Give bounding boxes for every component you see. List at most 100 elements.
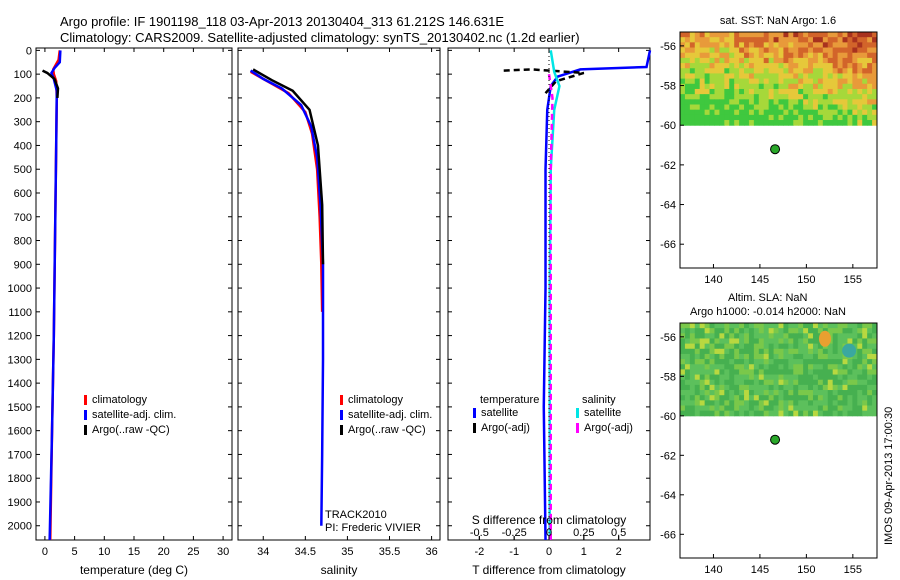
legend-swatch-climatology (340, 395, 343, 405)
series-line-climatology (250, 70, 324, 312)
x-tick-label: 30 (217, 546, 229, 558)
depth-tick-label: 800 (14, 236, 32, 248)
sdiff-axis-label: S difference from climatology (472, 513, 627, 527)
depth-tick-label: 700 (14, 212, 32, 224)
depth-tick-label: 400 (14, 140, 32, 152)
depth-tick-label: 1200 (8, 331, 32, 343)
timestamp-stamp: IMOS 09-Apr-2013 17:00:30 (883, 407, 895, 545)
map-y-tick-label: -64 (660, 490, 676, 502)
depth-tick-label: 1700 (8, 449, 32, 461)
series-line-satellite-adj-clim- (249, 69, 325, 526)
sla-map-title-line1: Altim. SLA: NaN (728, 292, 808, 304)
series-line-temperature-satellite (542, 50, 652, 541)
depth-tick-label: 1500 (8, 402, 32, 414)
diff-legend-swatch (576, 423, 579, 433)
x-tick-label: 20 (158, 546, 170, 558)
legend-label-satellite: satellite-adj. clim. (92, 409, 176, 421)
depth-tick-label: 1800 (8, 473, 32, 485)
map-y-tick-label: -64 (660, 200, 676, 212)
s-tick-label: 0.5 (611, 527, 626, 539)
map-y-tick-label: -66 (660, 529, 676, 541)
series-line-temperature-argo-adj- (503, 68, 585, 94)
depth-tick-label: 100 (14, 69, 32, 81)
x-tick-label: -2 (474, 546, 484, 558)
map-x-tick-label: 155 (844, 274, 862, 286)
map-y-tick-label: -66 (660, 239, 676, 251)
depth-tick-label: 200 (14, 93, 32, 105)
legend-swatch-argo (84, 425, 87, 435)
sla-anomaly-warm (818, 330, 831, 347)
x-tick-label: 10 (98, 546, 110, 558)
argo-position-marker (770, 144, 781, 155)
s-tick-label: 0 (546, 527, 552, 539)
x-tick-label: 34.5 (295, 546, 316, 558)
argo-position-marker (770, 434, 781, 445)
diff-legend-label: satellite (584, 407, 621, 419)
x-tick-label: 5 (72, 546, 78, 558)
diff-legend-label: satellite (481, 407, 518, 419)
map-y-tick-label: -56 (660, 41, 676, 53)
s-tick-label: 0.25 (573, 527, 594, 539)
legend-swatch-satellite (84, 410, 87, 420)
x-tick-label: 36 (425, 546, 437, 558)
map-x-tick-label: 150 (797, 274, 815, 286)
diff-legend-label: Argo(-adj) (481, 422, 530, 434)
legend-title-temperature: temperature (480, 394, 539, 406)
x-tick-label: 1 (581, 546, 587, 558)
x-axis-label: temperature (deg C) (80, 563, 188, 577)
x-tick-label: 35.5 (379, 546, 400, 558)
depth-tick-label: 1000 (8, 283, 32, 295)
series-line-argo (41, 69, 60, 98)
series-line-argo (252, 68, 325, 265)
depth-tick-label: 300 (14, 117, 32, 129)
x-axis-label: T difference from climatology (472, 563, 626, 577)
pi-annotation: PI: Frederic VIVIER (325, 522, 421, 534)
sla-field (680, 323, 878, 417)
depth-tick-label: 2000 (8, 521, 32, 533)
s-tick-label: -0.5 (470, 527, 489, 539)
legend-label-climatology: climatology (92, 394, 148, 406)
map-frame-1 (679, 31, 878, 269)
legend-label-argo: Argo(..raw -QC) (92, 424, 170, 436)
sla-anomaly-cool (842, 343, 857, 358)
depth-tick-label: 500 (14, 164, 32, 176)
x-tick-label: 0 (42, 546, 48, 558)
map-x-tick-label: 145 (751, 564, 769, 576)
series-line-salinity-argo-adj- (547, 73, 554, 540)
legend-title-salinity: salinity (582, 394, 616, 406)
legend-label-satellite: satellite-adj. clim. (348, 409, 432, 421)
depth-tick-label: 1400 (8, 378, 32, 390)
x-tick-label: 35 (341, 546, 353, 558)
x-tick-label: 0 (546, 546, 552, 558)
map-y-tick-label: -62 (660, 160, 676, 172)
map-y-tick-label: -60 (660, 120, 676, 132)
map-y-tick-label: -58 (660, 81, 676, 93)
map-x-tick-label: 155 (844, 564, 862, 576)
x-tick-label: 15 (128, 546, 140, 558)
depth-tick-label: 1300 (8, 354, 32, 366)
depth-tick-label: 1900 (8, 497, 32, 509)
legend-label-climatology: climatology (348, 394, 404, 406)
chart-title-line2: Climatology: CARS2009. Satellite-adjuste… (60, 30, 580, 45)
legend-swatch-climatology (84, 395, 87, 405)
sst-map-title: sat. SST: NaN Argo: 1.6 (720, 15, 836, 27)
diff-legend-swatch (473, 423, 476, 433)
track-annotation: TRACK2010 (325, 509, 387, 521)
map-y-tick-label: -58 (660, 371, 676, 383)
depth-tick-label: 900 (14, 259, 32, 271)
depth-tick-label: 1600 (8, 426, 32, 438)
map-y-tick-label: -56 (660, 332, 676, 344)
sla-map-title-line2: Argo h1000: -0.014 h2000: NaN (690, 306, 846, 318)
sst-field (680, 32, 878, 126)
panel-frame-1 (35, 47, 233, 541)
x-tick-label: -1 (509, 546, 519, 558)
legend-swatch-satellite (340, 410, 343, 420)
legend-swatch-argo (340, 425, 343, 435)
depth-tick-label: 600 (14, 188, 32, 200)
panel-frame-2 (237, 47, 441, 541)
depth-tick-label: 0 (26, 45, 32, 57)
legend-label-argo: Argo(..raw -QC) (348, 424, 426, 436)
diff-legend-swatch (576, 408, 579, 418)
map-x-tick-label: 140 (704, 564, 722, 576)
